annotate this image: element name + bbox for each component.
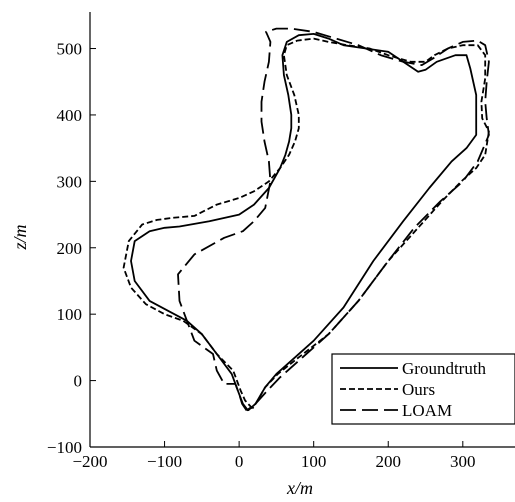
y-tick-label: 500 xyxy=(57,40,83,59)
x-tick-label: −100 xyxy=(147,452,182,471)
x-tick-label: 300 xyxy=(450,452,476,471)
y-tick-label: 200 xyxy=(57,239,83,258)
x-tick-label: 0 xyxy=(235,452,244,471)
y-axis-label: z/m xyxy=(10,224,30,250)
legend: Groundtruth Ours LOAM xyxy=(331,353,515,425)
y-tick-label: 100 xyxy=(57,305,83,324)
x-tick-label: −200 xyxy=(72,452,107,471)
y-tick-label: 300 xyxy=(57,172,83,191)
series-groundtruth-line xyxy=(130,33,478,412)
series-loam-line xyxy=(177,27,490,412)
legend-label-ours: Ours xyxy=(402,380,435,399)
x-tick-label: 100 xyxy=(301,452,327,471)
legend-label-loam: LOAM xyxy=(402,401,452,420)
x-tick-label: 200 xyxy=(375,452,401,471)
y-tick-label: 0 xyxy=(74,372,83,391)
plot-frame xyxy=(89,12,515,448)
series-layer xyxy=(122,27,490,412)
y-tick-label: 400 xyxy=(57,106,83,125)
y-tick-label: −100 xyxy=(47,438,82,457)
legend-label-groundtruth: Groundtruth xyxy=(402,359,487,378)
series-ours-line xyxy=(122,37,490,410)
x-axis-label: x/m xyxy=(286,478,313,497)
